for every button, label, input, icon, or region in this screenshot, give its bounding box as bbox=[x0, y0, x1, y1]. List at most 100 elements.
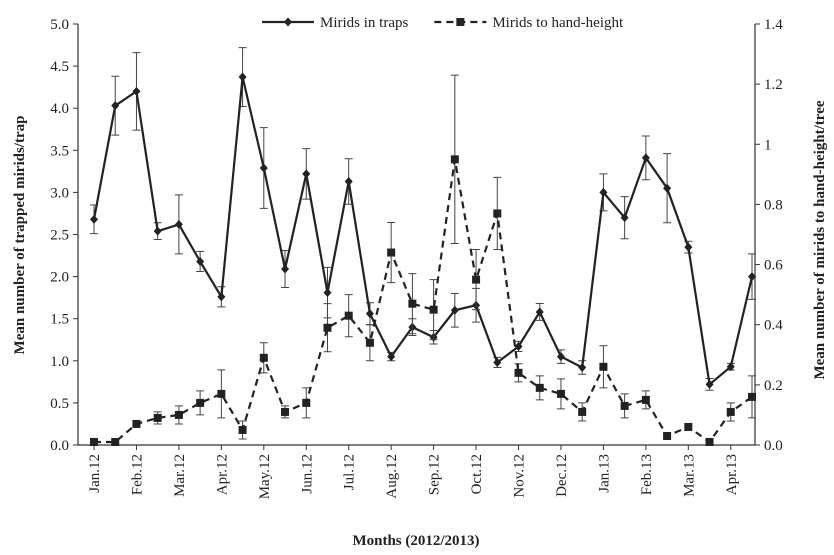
data-point bbox=[450, 305, 459, 315]
y-tick-label: 2.5 bbox=[50, 228, 69, 244]
y2-tick-label: 1.4 bbox=[764, 17, 783, 33]
data-point bbox=[429, 305, 438, 314]
data-point bbox=[153, 226, 162, 236]
data-point bbox=[365, 338, 374, 347]
series-line bbox=[94, 159, 753, 444]
legend-label: Mirids to hand-height bbox=[492, 15, 624, 31]
data-point bbox=[302, 398, 311, 407]
data-point bbox=[641, 153, 650, 163]
data-point bbox=[217, 389, 226, 398]
axes-frame bbox=[77, 24, 756, 446]
y2-tick-label: 0.2 bbox=[764, 378, 783, 394]
data-point bbox=[132, 419, 141, 428]
data-point bbox=[556, 352, 565, 362]
data-point bbox=[493, 209, 502, 218]
data-point bbox=[408, 299, 417, 308]
x-tick-label: Apr.12 bbox=[214, 454, 230, 495]
y-tick-label: 2.0 bbox=[50, 270, 69, 286]
y2-tick-label: 0.8 bbox=[764, 197, 783, 213]
data-point bbox=[663, 183, 672, 193]
data-point bbox=[323, 288, 332, 298]
y-tick-label: 4.5 bbox=[50, 59, 69, 75]
legend-marker bbox=[456, 18, 465, 26]
data-point bbox=[620, 401, 629, 410]
y-axis-label: Mean number of trapped mirids/trap bbox=[12, 116, 28, 355]
data-point bbox=[217, 292, 226, 302]
x-tick-label: Nov.12 bbox=[512, 454, 528, 498]
data-point bbox=[111, 101, 120, 111]
data-point bbox=[344, 176, 353, 186]
data-point bbox=[684, 422, 693, 431]
x-tick-label: Sep.12 bbox=[427, 454, 443, 495]
y-tick-label: 3.0 bbox=[50, 185, 69, 201]
data-point bbox=[111, 437, 120, 446]
data-point bbox=[196, 256, 205, 266]
data-point bbox=[535, 383, 544, 392]
data-point bbox=[259, 353, 268, 362]
data-point bbox=[556, 389, 565, 398]
data-point bbox=[387, 352, 396, 362]
x-tick-label: Feb.13 bbox=[639, 454, 655, 495]
data-point bbox=[578, 363, 587, 373]
x-tick-label: Dec.12 bbox=[554, 454, 570, 497]
data-point bbox=[748, 392, 756, 401]
data-point bbox=[726, 407, 735, 416]
y-tick-label: 1.5 bbox=[50, 312, 69, 328]
y-tick-label: 4.0 bbox=[50, 101, 69, 117]
y-tick-label: 1.0 bbox=[50, 354, 69, 370]
data-point bbox=[641, 395, 650, 404]
data-point bbox=[174, 410, 183, 419]
data-point bbox=[281, 407, 290, 416]
data-point bbox=[153, 413, 162, 422]
data-point bbox=[748, 272, 756, 282]
y-tick-label: 0.0 bbox=[50, 438, 69, 454]
legend-marker bbox=[284, 17, 292, 27]
y2-tick-label: 1.2 bbox=[764, 77, 783, 93]
data-point bbox=[90, 214, 98, 224]
x-tick-label: Feb.12 bbox=[129, 454, 145, 495]
data-point bbox=[259, 163, 268, 173]
data-point bbox=[90, 437, 98, 446]
x-tick-label: Jan.13 bbox=[596, 454, 612, 493]
data-point bbox=[493, 357, 502, 367]
data-point bbox=[599, 362, 608, 371]
data-point bbox=[514, 341, 523, 351]
data-point bbox=[599, 187, 608, 197]
x-tick-label: Aug.12 bbox=[384, 454, 400, 499]
data-point bbox=[238, 425, 247, 434]
series-line bbox=[92, 76, 754, 387]
y2-tick-label: 1 bbox=[764, 137, 772, 153]
data-point bbox=[344, 311, 353, 320]
data-point bbox=[281, 264, 290, 274]
data-point bbox=[196, 398, 205, 407]
x-tick-label: Jul.12 bbox=[342, 454, 358, 490]
x-tick-label: Mar.13 bbox=[681, 454, 697, 497]
x-tick-label: Jun.12 bbox=[299, 454, 315, 494]
y-tick-label: 3.5 bbox=[50, 143, 69, 159]
x-axis-label: Months (2012/2013) bbox=[352, 533, 479, 549]
data-point bbox=[578, 407, 587, 416]
x-tick-label: May.12 bbox=[257, 454, 273, 499]
data-point bbox=[535, 307, 544, 317]
data-point bbox=[450, 155, 459, 164]
y2-tick-label: 0.0 bbox=[764, 438, 783, 454]
data-point bbox=[174, 219, 183, 229]
data-point bbox=[705, 437, 714, 446]
data-point bbox=[238, 72, 247, 82]
data-point bbox=[663, 431, 672, 440]
data-point bbox=[620, 213, 629, 223]
y-tick-label: 0.5 bbox=[50, 396, 69, 412]
x-tick-label: Apr.13 bbox=[724, 454, 740, 495]
data-point bbox=[684, 242, 693, 252]
data-point bbox=[365, 309, 374, 319]
data-point bbox=[387, 248, 396, 257]
data-point bbox=[302, 169, 311, 179]
data-point bbox=[705, 379, 714, 389]
x-tick-label: Oct.12 bbox=[469, 454, 485, 494]
data-point bbox=[514, 368, 523, 377]
y2-axis-label: Mean number of mirids to hand-height/tre… bbox=[812, 100, 828, 379]
y-tick-label: 5.0 bbox=[50, 17, 69, 33]
legend-label: Mirids in traps bbox=[320, 15, 408, 31]
data-point bbox=[726, 362, 735, 372]
y2-tick-label: 0.4 bbox=[764, 318, 783, 334]
